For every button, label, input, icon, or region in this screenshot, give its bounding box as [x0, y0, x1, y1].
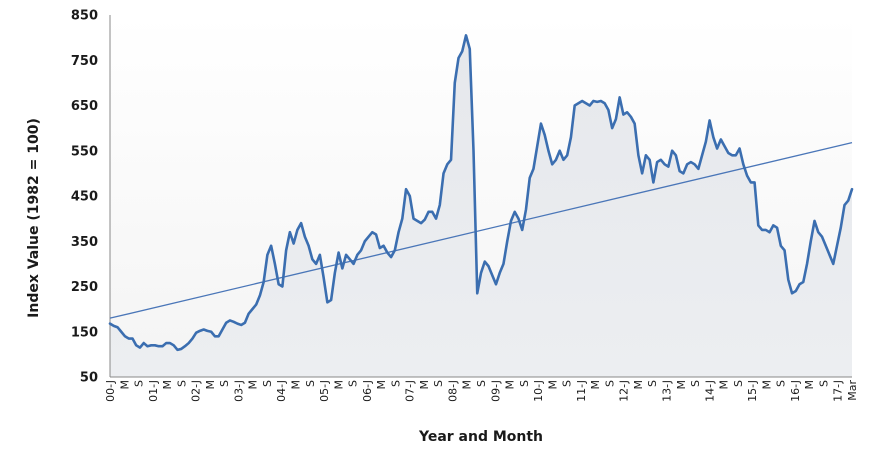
- y-tick-label: 650: [71, 99, 98, 114]
- x-tick-label: 10-J: [532, 380, 545, 402]
- x-tick-label: S: [646, 380, 659, 387]
- x-tick-label: S: [775, 380, 788, 387]
- x-tick-label: 11-J: [575, 380, 588, 402]
- x-tick-label: 02-J: [190, 380, 203, 402]
- x-tick-label: S: [561, 380, 574, 387]
- x-tick-label: 00-J: [104, 380, 117, 402]
- x-tick-label: 05-J: [318, 380, 331, 402]
- x-tick-label: 04-J: [275, 380, 288, 402]
- x-tick-label: M: [803, 380, 816, 390]
- y-tick-label: 50: [80, 371, 98, 386]
- x-tick-label: M: [718, 380, 731, 390]
- x-tick-label: M: [418, 380, 431, 390]
- x-tick-label: S: [518, 380, 531, 387]
- y-axis-title: Index Value (1982 = 100): [26, 118, 42, 318]
- x-tick-label: 06-J: [361, 380, 374, 402]
- x-tick-label: Mar: [846, 380, 859, 401]
- x-tick-label: M: [161, 380, 174, 390]
- x-tick-label: 12-J: [618, 380, 631, 402]
- x-tick-label: 13-J: [661, 380, 674, 402]
- x-tick-label: S: [133, 380, 146, 387]
- x-tick-label: 08-J: [446, 380, 459, 402]
- x-tick-label: S: [261, 380, 274, 387]
- x-tick-label: S: [389, 380, 402, 387]
- y-tick-label: 850: [71, 9, 98, 24]
- x-tick-label: M: [675, 380, 688, 390]
- y-tick-label: 250: [71, 280, 98, 295]
- x-tick-label: S: [432, 380, 445, 387]
- x-tick-label: M: [461, 380, 474, 390]
- x-tick-label: 03-J: [232, 380, 245, 402]
- x-tick-label: S: [218, 380, 231, 387]
- x-tick-label: 09-J: [489, 380, 502, 402]
- x-tick-label: M: [375, 380, 388, 390]
- x-tick-label: S: [475, 380, 488, 387]
- x-tick-label: M: [504, 380, 517, 390]
- y-tick-label: 450: [71, 190, 98, 205]
- x-tick-label: S: [689, 380, 702, 387]
- x-tick-label: M: [332, 380, 345, 390]
- x-tick-label: S: [732, 380, 745, 387]
- x-tick-label: M: [247, 380, 260, 390]
- series-area-fill: [110, 35, 852, 378]
- x-tick-label: 17-J: [832, 380, 845, 402]
- y-tick-label: 350: [71, 235, 98, 250]
- x-tick-label: 16-J: [789, 380, 802, 402]
- x-tick-label: 07-J: [404, 380, 417, 402]
- x-tick-label: 15-J: [746, 380, 759, 402]
- x-tick-label: M: [546, 380, 559, 390]
- x-tick-label: S: [603, 380, 616, 387]
- x-tick-label: M: [118, 380, 131, 390]
- series-line: [108, 34, 854, 352]
- x-axis-title: Year and Month: [418, 429, 543, 445]
- x-tick-label: M: [760, 380, 773, 390]
- x-tick-label: S: [175, 380, 188, 387]
- x-tick-label: M: [589, 380, 602, 390]
- x-tick-label: 01-J: [147, 380, 160, 402]
- trend-line: [109, 141, 853, 319]
- y-tick-label: 550: [71, 144, 98, 159]
- x-tick-label: 14-J: [703, 380, 716, 402]
- x-tick-label: S: [347, 380, 360, 387]
- y-tick-label: 150: [71, 325, 98, 340]
- x-tick-label: S: [817, 380, 830, 387]
- x-tick-label: M: [204, 380, 217, 390]
- x-tick-label: S: [304, 380, 317, 387]
- x-tick-label: M: [632, 380, 645, 390]
- x-tick-label: M: [290, 380, 303, 390]
- y-tick-label: 750: [71, 54, 98, 69]
